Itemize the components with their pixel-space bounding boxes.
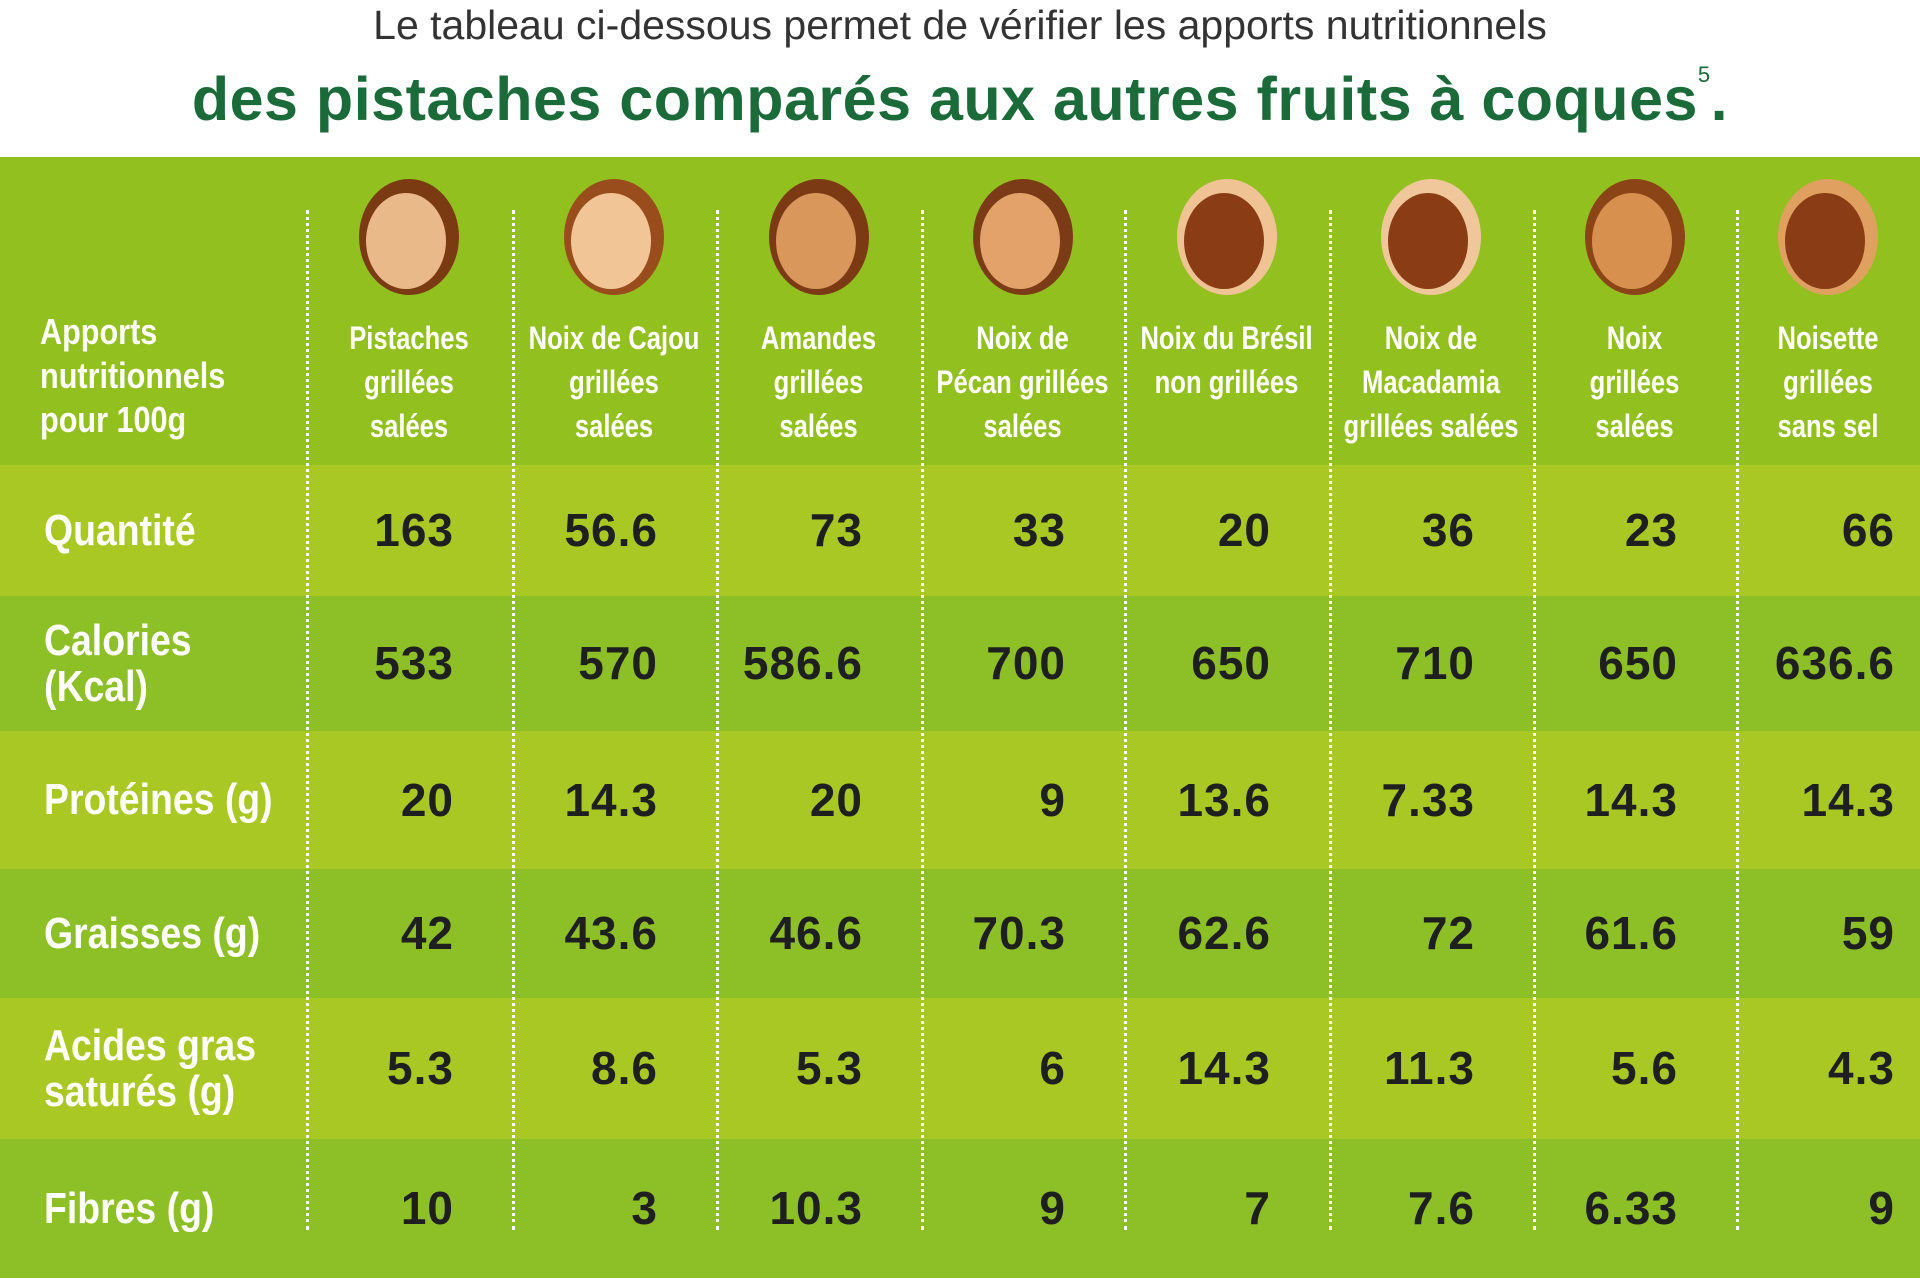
cell-value: 650 bbox=[1191, 637, 1271, 689]
cell-value: 5.3 bbox=[387, 1042, 454, 1094]
column-header: Amandes grillées salées bbox=[760, 320, 877, 444]
cell-value: 42 bbox=[400, 907, 454, 959]
intro-line: Le tableau ci-dessous permet de vérifier… bbox=[373, 2, 1547, 48]
cell-value: 8.6 bbox=[591, 1042, 658, 1094]
column-separator bbox=[512, 210, 515, 1230]
row-background bbox=[0, 596, 1920, 731]
cell-value: 33 bbox=[1012, 504, 1066, 556]
nut-icon bbox=[564, 179, 664, 295]
row-label: Calories (Kcal) bbox=[44, 615, 192, 711]
cell-value: 20 bbox=[1217, 504, 1271, 556]
row-label: Quantité bbox=[44, 505, 196, 555]
cell-value: 4.3 bbox=[1828, 1042, 1895, 1094]
nut-icon bbox=[1778, 179, 1878, 295]
column-header: Noix de Pécan grillées salées bbox=[936, 320, 1109, 444]
title-period: . bbox=[1710, 65, 1729, 133]
cell-value: 20 bbox=[400, 774, 454, 826]
row-background bbox=[0, 869, 1920, 998]
cell-value: 10.3 bbox=[769, 1182, 863, 1234]
cell-value: 23 bbox=[1624, 504, 1678, 556]
nut-icon bbox=[1176, 179, 1277, 295]
cell-value: 636.6 bbox=[1774, 637, 1895, 689]
cell-value: 9 bbox=[1868, 1182, 1895, 1234]
cell-value: 6.33 bbox=[1584, 1182, 1678, 1234]
cell-value: 710 bbox=[1395, 637, 1475, 689]
row-label: Fibres (g) bbox=[44, 1183, 215, 1233]
column-header: Noix de Cajou grillées salées bbox=[528, 320, 700, 444]
nut-icon bbox=[359, 179, 459, 295]
cell-value: 7.6 bbox=[1408, 1182, 1475, 1234]
column-separator bbox=[1533, 210, 1536, 1230]
cell-value: 10 bbox=[400, 1182, 454, 1234]
nut-icon bbox=[768, 179, 869, 295]
cell-value: 13.6 bbox=[1177, 774, 1271, 826]
cell-value: 36 bbox=[1421, 504, 1475, 556]
title-text: des pistaches comparés aux autres fruits… bbox=[191, 65, 1698, 133]
cell-value: 586.6 bbox=[742, 637, 863, 689]
cell-value: 43.6 bbox=[564, 907, 658, 959]
cell-value: 73 bbox=[809, 504, 863, 556]
cell-value: 163 bbox=[374, 504, 454, 556]
column-header: Noix du Brésil non grillées bbox=[1140, 320, 1313, 400]
column-separator bbox=[306, 210, 309, 1230]
nut-icon bbox=[1381, 179, 1481, 295]
cell-value: 700 bbox=[986, 637, 1066, 689]
column-header: Pistaches grillées salées bbox=[349, 320, 469, 444]
column-header: Noisette grillées sans sel bbox=[1777, 320, 1879, 444]
cell-value: 46.6 bbox=[769, 907, 863, 959]
corner-label: Apports nutritionnels pour 100g bbox=[40, 311, 226, 440]
cell-value: 5.3 bbox=[796, 1042, 863, 1094]
column-separator bbox=[1736, 210, 1739, 1230]
column-header: Noix grillées salées bbox=[1589, 320, 1680, 444]
row-background bbox=[0, 465, 1920, 596]
column-separator bbox=[1124, 210, 1127, 1230]
cell-value: 62.6 bbox=[1177, 907, 1271, 959]
cell-value: 7.33 bbox=[1381, 774, 1475, 826]
column-separator bbox=[921, 210, 924, 1230]
cell-value: 56.6 bbox=[564, 504, 658, 556]
column-separator bbox=[1329, 210, 1332, 1230]
cell-value: 570 bbox=[578, 637, 658, 689]
cell-value: 6 bbox=[1039, 1042, 1066, 1094]
cell-value: 650 bbox=[1598, 637, 1678, 689]
cell-value: 9 bbox=[1039, 1182, 1066, 1234]
row-label: Acides gras saturés (g) bbox=[44, 1020, 257, 1116]
cell-value: 72 bbox=[1421, 907, 1475, 959]
cell-value: 20 bbox=[809, 774, 863, 826]
title: des pistaches comparés aux autres fruits… bbox=[0, 62, 1920, 134]
cell-value: 66 bbox=[1841, 504, 1895, 556]
cell-value: 14.3 bbox=[1584, 774, 1678, 826]
cell-value: 5.6 bbox=[1611, 1042, 1678, 1094]
row-label: Protéines (g) bbox=[44, 775, 273, 824]
row-background bbox=[0, 731, 1920, 869]
cell-value: 7 bbox=[1244, 1182, 1271, 1234]
cell-value: 14.3 bbox=[564, 774, 658, 826]
row-background bbox=[0, 998, 1920, 1139]
cell-value: 11.3 bbox=[1384, 1042, 1475, 1094]
footnote-ref: 5 bbox=[1697, 62, 1711, 87]
row-background bbox=[0, 1139, 1920, 1278]
cell-value: 533 bbox=[374, 637, 454, 689]
nut-icon bbox=[1584, 179, 1685, 295]
cell-value: 61.6 bbox=[1584, 907, 1678, 959]
cell-value: 14.3 bbox=[1177, 1042, 1271, 1094]
cell-value: 9 bbox=[1039, 774, 1066, 826]
cell-value: 59 bbox=[1841, 907, 1895, 959]
cell-value: 70.3 bbox=[972, 907, 1066, 959]
cell-value: 14.3 bbox=[1801, 774, 1895, 826]
column-header: Noix de Macadamia grillées salées bbox=[1343, 320, 1519, 444]
row-label: Graisses (g) bbox=[44, 908, 261, 958]
cell-value: 3 bbox=[631, 1182, 658, 1234]
nut-icon bbox=[972, 179, 1073, 295]
column-separator bbox=[716, 210, 719, 1230]
